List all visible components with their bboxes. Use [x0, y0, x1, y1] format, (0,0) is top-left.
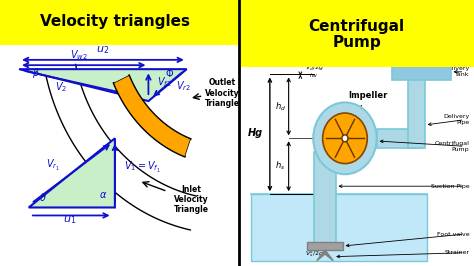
Bar: [239, 66, 474, 266]
FancyBboxPatch shape: [392, 56, 450, 80]
Text: Centrifugal
Pump: Centrifugal Pump: [309, 19, 405, 50]
Text: $V_{r2}$: $V_{r2}$: [176, 79, 191, 93]
Text: $V_1=V_{f_1}$: $V_1=V_{f_1}$: [125, 160, 162, 175]
Text: Velocity triangles: Velocity triangles: [40, 14, 190, 29]
Text: $V_{w2}$: $V_{w2}$: [70, 48, 88, 62]
Polygon shape: [317, 250, 333, 261]
Circle shape: [323, 113, 367, 164]
Bar: [251, 194, 427, 261]
Polygon shape: [114, 76, 191, 156]
Bar: [308, 242, 343, 250]
Bar: [314, 152, 336, 245]
Text: Impeller: Impeller: [349, 92, 388, 101]
Text: $V_2$: $V_2$: [55, 80, 67, 94]
Polygon shape: [19, 69, 187, 101]
Text: Strainer: Strainer: [444, 250, 469, 255]
Text: $\beta$: $\beta$: [32, 66, 40, 80]
Text: $h_s$: $h_s$: [275, 160, 285, 172]
Text: $V_s^2/2g$: $V_s^2/2g$: [305, 249, 324, 259]
Text: $\theta$: $\theta$: [39, 191, 47, 203]
Text: Delivery
Pipe: Delivery Pipe: [443, 114, 469, 125]
Text: $h_{fd}$: $h_{fd}$: [309, 71, 318, 80]
Text: $V_d^2/2g$: $V_d^2/2g$: [305, 63, 324, 73]
Text: $u_1$: $u_1$: [63, 214, 76, 226]
Circle shape: [313, 102, 377, 174]
Bar: [377, 129, 419, 148]
Text: Centrifugal
Pump: Centrifugal Pump: [435, 141, 469, 152]
Bar: [408, 73, 425, 148]
Text: Outlet
Velocity
Triangle: Outlet Velocity Triangle: [205, 78, 240, 108]
Circle shape: [342, 135, 348, 142]
Bar: [0, 45, 239, 266]
Polygon shape: [29, 138, 115, 207]
Text: Delivery
Tank: Delivery Tank: [405, 61, 438, 74]
Text: Hg: Hg: [248, 128, 264, 138]
Bar: [0, 0, 239, 45]
Text: Inlet
Velocity
Triangle: Inlet Velocity Triangle: [174, 185, 209, 214]
Text: Foot valve: Foot valve: [437, 232, 469, 236]
Text: Delivery
Tank: Delivery Tank: [443, 66, 469, 77]
Text: $h_d$: $h_d$: [275, 100, 286, 113]
Text: $V_{r_1}$: $V_{r_1}$: [46, 157, 60, 173]
Text: $V_{f2}$: $V_{f2}$: [157, 75, 172, 89]
Text: $u_2$: $u_2$: [96, 44, 109, 56]
Text: $\Phi$: $\Phi$: [165, 67, 174, 79]
Text: Suction Pipe: Suction Pipe: [431, 184, 469, 189]
Bar: [239, 0, 474, 66]
Text: $\alpha$: $\alpha$: [99, 190, 107, 200]
